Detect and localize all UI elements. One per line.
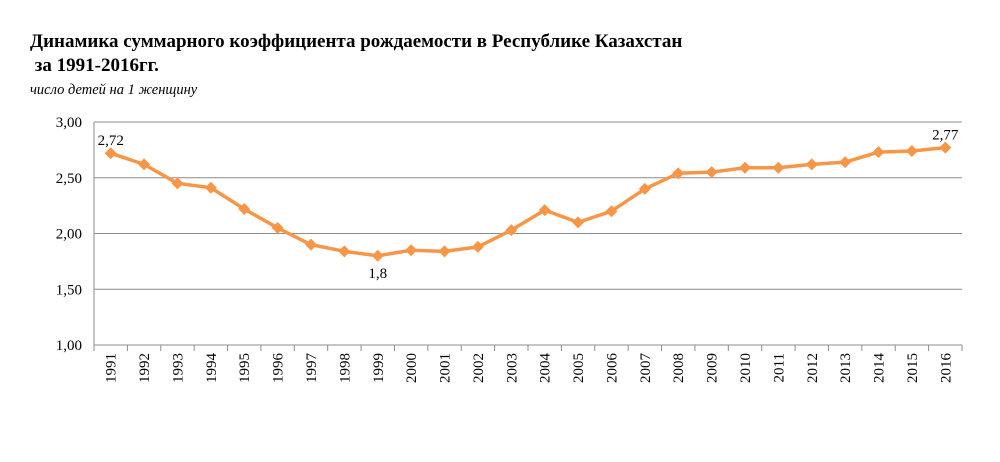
data-point-marker[interactable] xyxy=(104,147,117,160)
x-tick-label: 2011 xyxy=(771,353,787,382)
x-tick-label: 1995 xyxy=(237,353,253,383)
x-tick-label: 1997 xyxy=(304,353,320,384)
data-label: 2,72 xyxy=(98,133,124,149)
x-tick-label: 2005 xyxy=(571,353,587,383)
data-point-marker[interactable] xyxy=(939,141,952,154)
data-point-marker[interactable] xyxy=(839,156,852,169)
x-tick-label: 2016 xyxy=(938,353,954,384)
data-point-marker[interactable] xyxy=(505,224,518,237)
data-point-marker[interactable] xyxy=(739,161,751,174)
data-point-marker[interactable] xyxy=(438,245,451,258)
data-point-marker[interactable] xyxy=(138,158,151,171)
data-label: 1,8 xyxy=(368,266,387,282)
x-tick-label: 2014 xyxy=(872,353,888,384)
chart-title: Динамика суммарного коэффициента рождаем… xyxy=(30,30,682,78)
data-point-marker[interactable] xyxy=(705,166,718,179)
x-tick-label: 2000 xyxy=(404,353,420,383)
data-point-marker[interactable] xyxy=(638,182,651,195)
x-tick-label: 2006 xyxy=(604,353,620,384)
x-tick-label: 2002 xyxy=(471,353,487,383)
data-point-marker[interactable] xyxy=(471,240,484,253)
x-tick-label: 1999 xyxy=(371,353,387,383)
chart-subtitle: число детей на 1 женщину xyxy=(30,82,198,98)
data-point-marker[interactable] xyxy=(538,204,551,217)
x-tick-label: 1992 xyxy=(137,353,153,383)
data-point-marker[interactable] xyxy=(605,205,618,218)
data-point-marker[interactable] xyxy=(805,158,818,171)
data-point-marker[interactable] xyxy=(872,146,885,159)
x-tick-label: 2013 xyxy=(838,353,854,383)
data-point-marker[interactable] xyxy=(905,144,918,157)
x-tick-label: 2010 xyxy=(738,353,754,383)
x-tick-label: 1994 xyxy=(204,353,220,384)
data-point-marker[interactable] xyxy=(672,167,685,180)
y-tick-label: 1,50 xyxy=(56,282,82,298)
x-tick-label: 2004 xyxy=(538,353,554,384)
data-point-marker[interactable] xyxy=(305,238,317,251)
x-tick-label: 2009 xyxy=(705,353,721,383)
chart-title-line-2: за 1991-2016гг. xyxy=(30,55,159,76)
data-point-marker[interactable] xyxy=(405,244,418,257)
x-tick-label: 1996 xyxy=(271,353,287,384)
x-tick-label: 1993 xyxy=(170,353,186,383)
data-point-marker[interactable] xyxy=(171,177,184,190)
series-line xyxy=(110,145,946,258)
x-tick-label: 1998 xyxy=(337,353,353,383)
x-tick-label: 2008 xyxy=(671,353,687,383)
data-point-marker[interactable] xyxy=(204,181,217,194)
data-point-marker[interactable] xyxy=(772,161,785,174)
chart-title-line-1: Динамика суммарного коэффициента рождаем… xyxy=(30,31,683,52)
y-tick-label: 2,50 xyxy=(56,171,82,187)
data-label: 2,77 xyxy=(932,128,959,144)
data-point-marker[interactable] xyxy=(238,202,251,215)
x-tick-label: 2015 xyxy=(905,353,921,383)
x-tick-label: 2003 xyxy=(504,353,520,383)
x-tick-label: 2012 xyxy=(805,353,821,383)
y-tick-label: 3,00 xyxy=(56,115,82,131)
data-point-marker[interactable] xyxy=(338,245,351,258)
x-tick-label: 1991 xyxy=(104,353,120,383)
data-point-marker[interactable] xyxy=(572,216,585,229)
data-point-marker[interactable] xyxy=(371,249,384,262)
y-tick-label: 2,00 xyxy=(56,227,82,243)
data-point-marker[interactable] xyxy=(271,221,284,234)
y-tick-label: 1,00 xyxy=(56,338,82,354)
x-tick-label: 2007 xyxy=(638,353,654,384)
x-tick-label: 2001 xyxy=(438,353,454,383)
